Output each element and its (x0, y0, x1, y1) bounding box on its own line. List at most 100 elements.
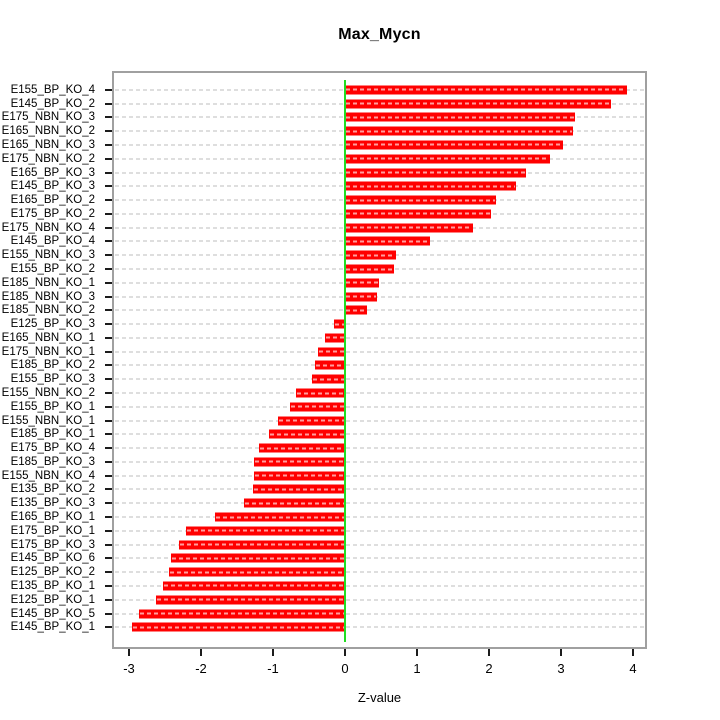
x-tick-label: 4 (629, 661, 637, 676)
y-label: E155_NBN_KO_2 (1, 387, 95, 400)
gridline (115, 460, 644, 463)
bar-row: E135_BP_KO_1 (11, 579, 645, 593)
bar-dash-pattern (260, 447, 344, 450)
gridline (115, 598, 644, 601)
y-label: E175_NBN_KO_1 (1, 345, 95, 358)
bar-dash-pattern (279, 419, 344, 422)
y-tick (105, 447, 112, 450)
chart-title: Max_Mycn (338, 26, 421, 43)
bar-row: E185_NBN_KO_3 (2, 290, 645, 304)
bar-row: E165_NBN_KO_3 (2, 138, 645, 152)
bar-row: E175_NBN_KO_4 (2, 221, 645, 235)
bar-dash-pattern (290, 405, 344, 408)
bar-row: E145_BP_KO_1 (11, 620, 645, 634)
gridline (115, 543, 644, 546)
gridline (115, 392, 644, 395)
bar (324, 333, 345, 343)
y-tick (105, 557, 112, 560)
bar-dash-pattern (346, 254, 396, 257)
y-label: E175_NBN_KO_4 (1, 221, 95, 234)
y-label: E145_BP_KO_4 (10, 235, 95, 248)
gridline (115, 529, 644, 532)
x-tick (272, 649, 274, 656)
bar-dash-pattern (254, 474, 344, 477)
y-label: E175_NBN_KO_2 (1, 152, 95, 165)
y-label: E135_BP_KO_2 (10, 483, 95, 496)
bar (269, 429, 345, 439)
y-label: E165_BP_KO_2 (10, 194, 95, 207)
bar-dash-pattern (140, 612, 344, 615)
gridline (115, 557, 644, 560)
y-label: E185_BP_KO_3 (10, 455, 95, 468)
bar (345, 112, 575, 122)
bar-dash-pattern (346, 143, 563, 146)
y-label: E165_NBN_KO_3 (1, 138, 95, 151)
bar (345, 264, 394, 274)
gridline (115, 405, 644, 408)
gridline (115, 516, 644, 519)
y-tick (105, 226, 112, 229)
gridline (115, 612, 644, 615)
y-tick (105, 199, 112, 202)
y-label: E155_BP_KO_2 (10, 263, 95, 275)
y-label: E125_BP_KO_2 (10, 566, 95, 579)
x-tick (488, 649, 490, 656)
bar-dash-pattern (156, 598, 344, 601)
bar (178, 540, 345, 550)
bar-dash-pattern (316, 364, 344, 367)
bar-dash-pattern (215, 516, 344, 519)
bar-row: E155_NBN_KO_2 (2, 386, 645, 400)
y-tick (105, 626, 112, 629)
bar-row: E165_BP_KO_2 (11, 193, 645, 207)
bar (345, 85, 628, 95)
bar-dash-pattern (346, 185, 515, 188)
bar (345, 278, 379, 288)
y-tick (105, 171, 112, 174)
y-tick (105, 612, 112, 615)
y-tick (105, 185, 112, 188)
bar (139, 609, 345, 618)
y-tick (105, 116, 112, 119)
bar-dash-pattern (245, 502, 344, 505)
gridline (115, 350, 644, 353)
bar-dash-pattern (346, 157, 550, 160)
x-tick (560, 649, 562, 656)
bar-dash-pattern (346, 226, 473, 229)
bar (214, 512, 345, 522)
y-label: E145_BP_KO_3 (10, 180, 95, 193)
y-tick (105, 502, 112, 505)
bar-dash-pattern (172, 557, 344, 560)
y-label: E145_BP_KO_6 (10, 552, 95, 565)
y-tick (105, 309, 112, 312)
bar-dash-pattern (346, 88, 627, 91)
bar-row: E135_BP_KO_2 (11, 483, 645, 497)
y-label: E155_BP_KO_4 (10, 83, 95, 96)
y-tick (105, 336, 112, 339)
bar-row: E145_BP_KO_6 (11, 552, 645, 566)
y-label: E125_BP_KO_1 (10, 593, 95, 606)
x-axis: -3 -2 -1 0 1 2 3 4 (114, 649, 645, 689)
bar (289, 402, 345, 412)
x-tick (200, 649, 202, 656)
bar-dash-pattern (346, 130, 572, 133)
bar (131, 622, 345, 632)
bar-dash-pattern (255, 460, 344, 463)
y-tick (105, 392, 112, 395)
y-tick (105, 254, 112, 257)
gridline (115, 281, 644, 284)
y-tick (105, 268, 112, 270)
y-tick (105, 474, 112, 477)
bar-row: E185_NBN_KO_1 (2, 276, 645, 290)
y-tick (105, 516, 112, 519)
bar-dash-pattern (163, 584, 344, 587)
bar-row: E145_BP_KO_4 (11, 235, 645, 249)
bar-row: E155_NBN_KO_3 (2, 248, 645, 262)
gridline (115, 295, 644, 298)
bar-row: E155_NBN_KO_1 (2, 414, 645, 428)
bar-dash-pattern (253, 488, 344, 491)
y-label: E155_BP_KO_3 (10, 373, 95, 386)
bar (345, 305, 368, 315)
gridline (115, 336, 644, 339)
bar (334, 319, 345, 329)
y-label: E165_BP_KO_1 (10, 511, 95, 524)
